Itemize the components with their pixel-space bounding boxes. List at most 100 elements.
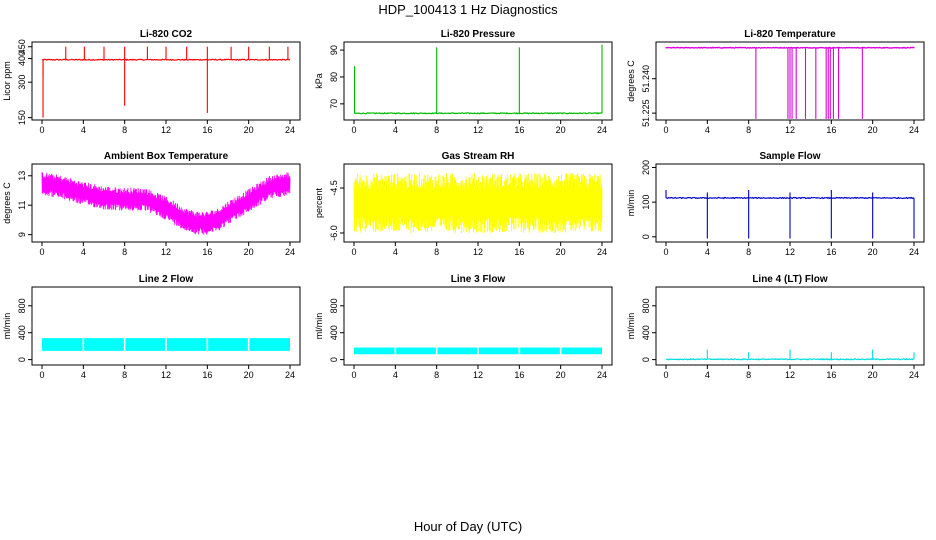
series-point: [847, 47, 850, 49]
x-tick-label: 16: [514, 247, 524, 257]
series-point: [677, 47, 679, 49]
series-point: [886, 47, 889, 49]
y-tick-label: 800: [17, 298, 27, 313]
x-tick-label: 12: [473, 370, 483, 380]
x-tick-label: 0: [39, 370, 44, 380]
y-tick-label: 9: [17, 232, 27, 237]
plot-area: [42, 338, 290, 351]
series-point: [892, 47, 894, 49]
panel-title: Li-820 Temperature: [744, 29, 836, 40]
series-point: [888, 47, 890, 49]
series-point: [876, 47, 878, 49]
series-point: [775, 47, 777, 49]
panel-title: Line 2 Flow: [139, 274, 194, 285]
series-point: [755, 47, 757, 49]
series-point: [716, 47, 718, 49]
x-tick-label: 24: [597, 370, 607, 380]
series-point: [782, 47, 784, 49]
series-point: [778, 47, 780, 49]
series-point: [885, 47, 887, 49]
y-tick-label: 80: [329, 72, 339, 82]
flow-band-segment: [166, 338, 207, 351]
series-point: [739, 47, 741, 49]
series-point: [752, 47, 754, 49]
y-tick-label: 150: [17, 110, 27, 125]
series-point: [897, 47, 899, 49]
series-point: [856, 47, 858, 49]
y-tick-label: 0: [329, 357, 339, 362]
plot-area: [354, 347, 602, 355]
series-point: [911, 47, 913, 49]
series-point: [738, 47, 740, 49]
series-point: [853, 47, 855, 49]
series-point: [893, 47, 896, 49]
flow-band-segment: [249, 338, 290, 351]
y-tick-label: 0: [641, 234, 651, 239]
y-axis-label: kPa: [314, 73, 324, 89]
plot-frame: [343, 41, 613, 121]
series-point: [684, 47, 687, 49]
series-point: [713, 47, 715, 49]
series-point: [862, 47, 864, 49]
x-tick-label: 0: [351, 370, 356, 380]
series-point: [745, 47, 747, 49]
series-point: [773, 47, 775, 49]
y-axis-label: ml/min: [626, 313, 636, 340]
series-point: [691, 47, 694, 49]
series-point: [844, 47, 846, 49]
series-point: [870, 47, 873, 49]
panel-li-820-temperature: Li-820 Temperature degrees C 0 4 8 12 16 20 24 51…: [626, 29, 925, 135]
y-axis-label: Licor ppm: [2, 61, 12, 101]
x-tick-label: 16: [514, 125, 524, 135]
x-tick-label: 20: [868, 247, 878, 257]
x-tick-label: 8: [434, 125, 439, 135]
series-point: [762, 47, 765, 49]
series-point: [814, 47, 816, 49]
series-point: [807, 47, 809, 49]
x-tick-label: 16: [826, 125, 836, 135]
panel-gas-stream-rh: Gas Stream RH percent 0 4 8 12 16 20 24 -6.0 -4.5: [314, 151, 613, 257]
x-tick-label: 16: [826, 370, 836, 380]
y-tick-label: 800: [329, 298, 339, 313]
series-point: [821, 47, 823, 49]
series-point: [909, 47, 912, 49]
x-tick-label: 24: [597, 247, 607, 257]
series-point: [766, 47, 768, 49]
x-tick-label: 20: [868, 125, 878, 135]
series-point: [672, 47, 674, 49]
plot-area: [353, 173, 603, 233]
series-point: [743, 47, 745, 49]
x-tick-label: 4: [705, 247, 710, 257]
x-tick-label: 24: [285, 125, 295, 135]
series-point: [699, 47, 701, 49]
x-tick-label: 20: [556, 125, 566, 135]
y-axis-label: percent: [314, 187, 324, 218]
series-point: [734, 47, 736, 49]
flow-band-segment: [437, 347, 478, 355]
x-tick-label: 20: [244, 247, 254, 257]
x-tick-label: 12: [161, 125, 171, 135]
series-point: [748, 47, 750, 49]
series-point: [837, 47, 839, 49]
series-point: [768, 47, 770, 49]
y-tick-label: 400: [17, 51, 27, 66]
series-point: [700, 47, 703, 49]
plot-area: [665, 190, 915, 239]
series-point: [720, 47, 722, 49]
series-point: [730, 47, 733, 49]
y-tick-label: 400: [329, 325, 339, 340]
y-axis-label: ml/min: [314, 313, 324, 340]
panel-title: Li-820 CO2: [140, 29, 193, 40]
y-tick-label: 70: [329, 99, 339, 109]
flow-band-segment: [354, 347, 395, 355]
series-point: [736, 47, 738, 49]
figure-x-label: Hour of Day (UTC): [414, 519, 522, 534]
y-tick-label: 90: [329, 45, 339, 55]
x-tick-label: 4: [705, 370, 710, 380]
x-tick-label: 8: [122, 247, 127, 257]
x-tick-label: 24: [909, 370, 919, 380]
series-point: [812, 47, 814, 49]
series-point: [722, 47, 724, 49]
y-tick-label: 51.225: [641, 99, 651, 127]
series-point: [906, 47, 908, 49]
